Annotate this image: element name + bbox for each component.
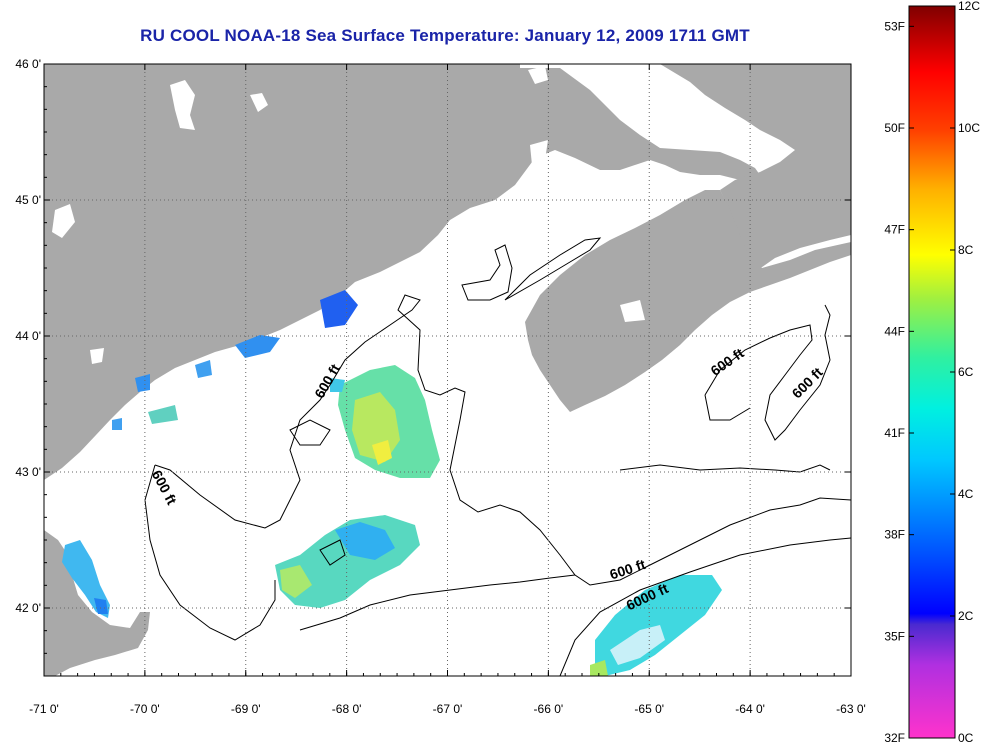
contour-600ft-jordan-basin: [461, 244, 513, 301]
colorbar-celsius-label: 2C: [958, 609, 974, 623]
colorbar-gradient: [908, 5, 956, 739]
lat-tick-label: 45 0': [15, 193, 41, 207]
colorbar-celsius-label: 12C: [958, 0, 980, 13]
land-maine-new-brunswick: [44, 64, 760, 480]
colorbar-fahrenheit-label: 50F: [884, 121, 905, 135]
colorbar-celsius-label: 4C: [958, 487, 974, 501]
lon-tick-label: -69 0': [231, 702, 261, 716]
lat-tick-label: 42 0': [15, 601, 41, 615]
bathymetry-contours: [144, 237, 851, 676]
colorbar-ticks: [909, 5, 955, 739]
contour-600ft-browns: [619, 464, 831, 473]
sst-patch-scotian-shelf: [590, 575, 722, 676]
sst-patch-georges-basin: [275, 515, 420, 608]
lat-tick-label: 46 0': [15, 57, 41, 71]
contour-600ft-bay-of-fundy: [504, 237, 602, 301]
lon-tick-label: -70 0': [130, 702, 160, 716]
lon-tick-label: -71 0': [29, 702, 59, 716]
colorbar: 12C 10C 8C 6C 4C 2C 0C 53F 50F 47F 44F 41F 38F 35F 32F: [884, 0, 980, 745]
land-massachusetts: [44, 530, 150, 676]
contour-6000ft: [559, 537, 851, 676]
axis-labels: -71 0' -70 0' -69 0' -68 0' -67 0' -66 0' -65 …: [15, 57, 865, 716]
lon-tick-label: -63 0': [836, 702, 866, 716]
map-title: RU COOL NOAA-18 Sea Surface Temperature:…: [140, 26, 750, 45]
inland-lakes: [52, 66, 645, 364]
lon-tick-label: -68 0': [332, 702, 362, 716]
lat-tick-label: 43 0': [15, 465, 41, 479]
colorbar-labels: 12C 10C 8C 6C 4C 2C 0C 53F 50F 47F 44F 41F 38F 35F 32F: [884, 0, 980, 745]
land-nova-scotia: [525, 190, 851, 412]
contour-600ft-lahave: [704, 394, 751, 421]
colorbar-celsius-label: 10C: [958, 121, 980, 135]
contour-600ft-georges-bank-inner: [319, 539, 346, 566]
lon-tick-label: -66 0': [534, 702, 564, 716]
colorbar-fahrenheit-label: 44F: [884, 324, 905, 338]
contour-600ft-gulf-of-maine: [154, 294, 851, 586]
lat-tick-label: 44 0': [15, 329, 41, 343]
contour-600ft-small-basin: [289, 419, 331, 446]
colorbar-fahrenheit-label: 53F: [884, 19, 905, 33]
lon-tick-label: -67 0': [433, 702, 463, 716]
colorbar-celsius-label: 6C: [958, 365, 974, 379]
contour-600ft-georges-south: [299, 574, 576, 631]
lon-tick-label: -65 0': [634, 702, 664, 716]
colorbar-fahrenheit-label: 38F: [884, 528, 905, 542]
contour-600ft-wilkinson-basin: [144, 464, 276, 641]
colorbar-celsius-label: 0C: [958, 731, 974, 745]
land-cape-breton: [660, 64, 851, 272]
sst-patch-massachusetts-coast: [62, 540, 110, 618]
colorbar-fahrenheit-label: 47F: [884, 223, 905, 237]
colorbar-celsius-label: 8C: [958, 243, 974, 257]
colorbar-fahrenheit-label: 41F: [884, 426, 905, 440]
axis-ticks: [43, 63, 852, 677]
sst-patch-gulf-of-maine-center: [330, 365, 440, 478]
colorbar-fahrenheit-label: 32F: [884, 731, 905, 745]
contour-600ft-emerald-basin: [704, 304, 831, 441]
graticule-grid: [44, 64, 851, 676]
lon-tick-label: -64 0': [735, 702, 765, 716]
colorbar-fahrenheit-label: 35F: [884, 629, 905, 643]
